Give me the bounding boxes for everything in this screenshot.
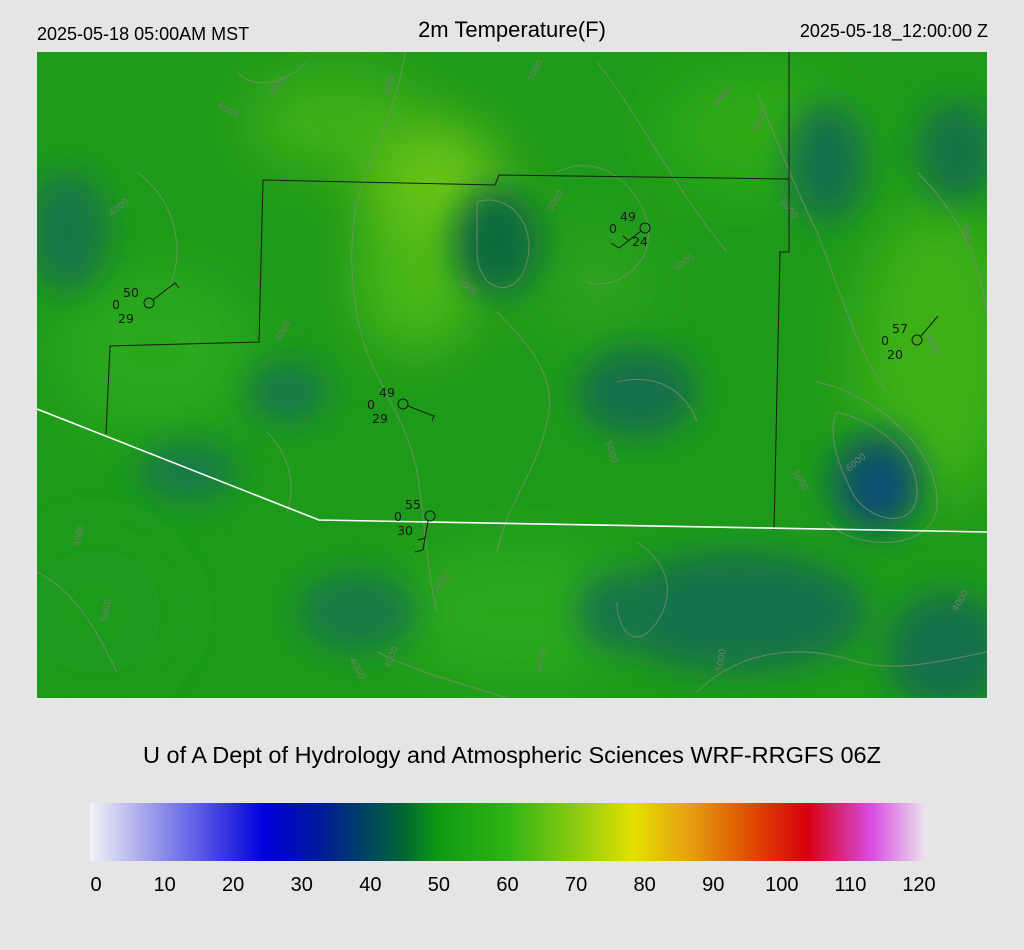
station-extra: 0 — [881, 333, 889, 348]
station-north: 49 0 24 — [609, 209, 651, 249]
temperature-shading — [37, 72, 987, 698]
county-boundary — [773, 52, 790, 531]
colorbar-tick-label: 50 — [427, 874, 451, 896]
station-extra: 0 — [367, 397, 375, 412]
station-marker — [639, 222, 651, 234]
contour-label: 5000 — [73, 523, 87, 548]
colorbar-tick-label: 0 — [90, 874, 102, 896]
state-boundary — [37, 408, 987, 533]
station-temp: 50 — [123, 285, 139, 300]
station-dewpoint: 30 — [397, 523, 413, 538]
map-canvas: 3000 4000 4000 5000 5000 4000 5000 5000 … — [37, 52, 987, 698]
wind-barb — [414, 520, 429, 553]
station-extra: 0 — [394, 509, 402, 524]
contour-label: 4000 — [535, 648, 549, 673]
station-dewpoint: 29 — [372, 411, 388, 426]
station-marker — [424, 510, 436, 522]
colorbar-tick-label: 40 — [359, 874, 382, 896]
colorbar-tick-label: 110 — [834, 874, 867, 896]
county-boundaries — [105, 52, 790, 531]
wind-barb — [920, 315, 939, 337]
station-extra: 0 — [112, 297, 120, 312]
cold-pockets — [37, 102, 987, 698]
colorbar-tick-label: 10 — [153, 874, 176, 896]
colorbar-tick-label: 80 — [633, 874, 656, 896]
station-temp: 57 — [892, 321, 908, 336]
station-temp: 49 — [620, 209, 636, 224]
station-marker — [397, 398, 409, 410]
contour-label: 5000 — [715, 648, 729, 673]
station-marker — [143, 297, 155, 309]
wind-barb — [610, 230, 642, 249]
colorbar-tick-label: 90 — [702, 874, 725, 896]
colorbar-tick-label: 70 — [564, 874, 588, 896]
temperature-map: 3000 4000 4000 5000 5000 4000 5000 5000 … — [37, 52, 987, 698]
colorbar-tick-label: 120 — [902, 874, 936, 896]
credit-line: U of A Dept of Hydrology and Atmospheric… — [143, 742, 881, 768]
border-line — [37, 408, 987, 533]
contour-label: 5000 — [100, 598, 114, 623]
local-time-label: 2025-05-18 05:00AM MST — [37, 24, 250, 44]
header: 2025-05-18 05:00AM MST 2m Temperature(F)… — [0, 0, 1024, 52]
station-west: 50 0 29 — [112, 282, 180, 326]
station-dewpoint: 20 — [887, 347, 903, 362]
station-dewpoint: 29 — [118, 311, 134, 326]
station-east: 57 0 20 — [881, 315, 939, 362]
station-south: 55 0 30 — [394, 497, 436, 553]
terrain-contours — [37, 52, 987, 698]
station-plots: 50 0 29 49 0 24 49 0 29 55 — [112, 209, 939, 553]
station-temp: 49 — [379, 385, 395, 400]
colorbar-tick-label: 60 — [496, 874, 519, 896]
wind-barb — [407, 405, 435, 422]
station-extra: 0 — [609, 221, 617, 236]
colorbar-tick-label: 20 — [222, 874, 245, 896]
contour-label: 3000 — [383, 73, 397, 98]
colorbar-tick-label: 100 — [765, 874, 799, 896]
colorbar-ticks: 0 10 20 30 40 50 60 70 80 90 100 110 120 — [0, 874, 1024, 902]
contour-label: 4000 — [959, 221, 973, 246]
colorbar — [90, 803, 926, 861]
station-dewpoint: 24 — [632, 234, 648, 249]
map-title: 2m Temperature(F) — [418, 17, 606, 42]
station-marker — [911, 334, 923, 346]
colorbar-tick-label: 30 — [290, 874, 313, 896]
station-temp: 55 — [405, 497, 421, 512]
county-boundary — [105, 174, 790, 435]
wind-barb — [152, 282, 180, 301]
station-central: 49 0 29 — [367, 385, 435, 426]
valid-time-label: 2025-05-18_12:00:00 Z — [799, 21, 988, 41]
colorbar-fill — [90, 803, 926, 861]
